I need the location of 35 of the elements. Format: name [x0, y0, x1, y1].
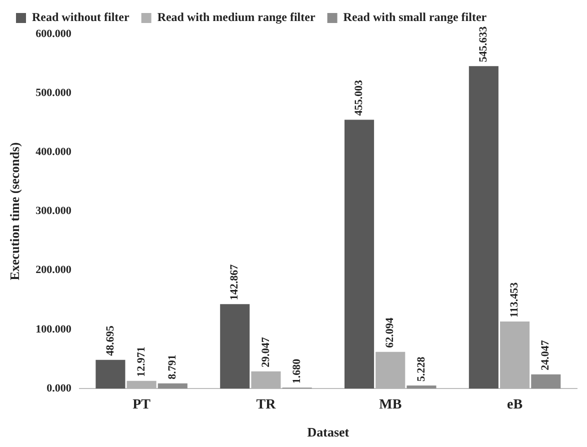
data-label: 62.094 [384, 317, 396, 348]
y-tick-label: 600.000 [36, 28, 72, 40]
y-tick-label: 300.000 [36, 205, 72, 218]
data-label: 8.791 [166, 354, 179, 380]
data-label: 455.003 [353, 79, 366, 116]
y-tick-label: 0.000 [46, 382, 72, 394]
y-tick-label: 200.000 [36, 264, 72, 276]
y-tick-label: 400.000 [36, 146, 72, 158]
bar [220, 304, 250, 389]
bar [96, 360, 126, 389]
x-tick-label: MB [379, 398, 402, 413]
bar [344, 120, 374, 389]
x-tick-label: TR [256, 398, 277, 413]
data-label: 48.695 [104, 325, 116, 356]
x-tick-label: eB [507, 398, 523, 413]
x-tick-label: PT [132, 398, 152, 413]
data-label: 29.047 [260, 336, 272, 368]
data-label: 24.047 [540, 340, 552, 370]
bar [158, 383, 188, 389]
data-label: 1.680 [290, 358, 303, 384]
y-tick-label: 500.000 [36, 86, 72, 99]
y-axis-title: Execution time (seconds) [7, 142, 22, 280]
legend-label: Read with small range filter [343, 10, 488, 24]
data-label: 5.228 [415, 356, 428, 382]
data-label: 113.453 [508, 282, 521, 318]
data-label: 545.633 [478, 26, 490, 62]
data-label: 12.971 [135, 346, 148, 377]
bar [406, 386, 436, 389]
bar [531, 374, 561, 389]
bar [468, 66, 498, 389]
x-axis-title: Dataset [307, 424, 350, 440]
y-tick-label: 100.000 [36, 323, 72, 336]
data-label: 142.867 [228, 264, 241, 300]
legend-label: Read without filter [32, 10, 130, 24]
legend-label: Read with medium range filter [157, 10, 316, 24]
